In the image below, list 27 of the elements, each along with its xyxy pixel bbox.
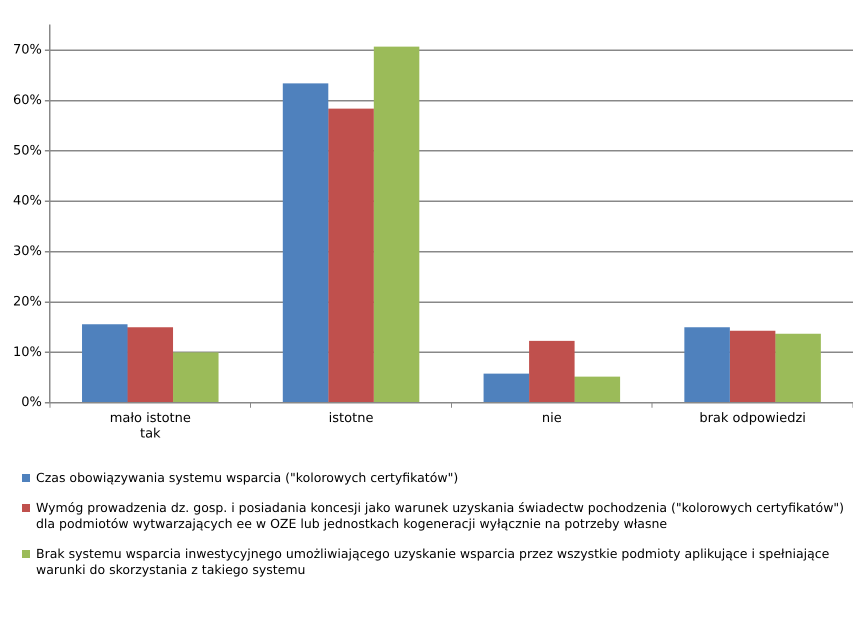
bar: [282, 83, 328, 402]
y-tick-label: 0%: [21, 395, 42, 410]
legend-label: Brak systemu wsparcia inwestycyjnego umożliwiającego uzyskanie wsparcia przez wszystkie podmioty aplikujące i spełniające warunki do skorzystania z takiego systemu: [36, 546, 830, 578]
legend-label: Czas obowiązywania systemu wsparcia ("kolorowych certyfikatów"): [36, 470, 458, 486]
bar: [775, 334, 821, 402]
y-tick-label: 50%: [12, 143, 42, 158]
bar: [128, 327, 174, 402]
y-tick-label: 10%: [12, 344, 42, 360]
x-tick-label: istotne: [328, 410, 374, 426]
y-tick-label: 40%: [12, 194, 42, 209]
bar: [374, 46, 420, 402]
legend-label: Wymóg prowadzenia dz. gosp. i posiadania koncesji jako warunek uzyskania świadectw pochodzenia ("kolorowych certyfikatów") dla podmiotów wytwarzających ee w OZE lub jednostkach kogeneracji wyłącznie na potrzeby własne: [36, 500, 846, 532]
y-tick-label: 60%: [12, 92, 42, 108]
bar: [484, 374, 530, 402]
bar: [328, 108, 374, 402]
y-tick-label: 20%: [12, 294, 42, 310]
bar: [574, 376, 620, 402]
x-tick-label: nie: [542, 410, 562, 426]
x-tick-label: mało istotne tak: [110, 410, 191, 442]
y-tick-label: 30%: [12, 244, 42, 260]
bar: [529, 340, 575, 402]
x-tick-label: brak odpowiedzi: [699, 410, 806, 426]
bar: [684, 327, 730, 402]
bar: [730, 330, 776, 402]
bar: [82, 324, 128, 402]
bar: [173, 352, 219, 402]
y-tick-label: 70%: [12, 42, 42, 58]
